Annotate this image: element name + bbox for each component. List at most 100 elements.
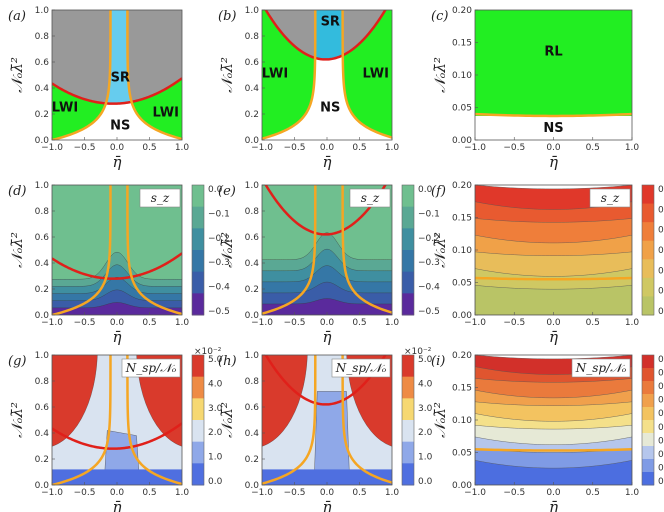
region-label-rl: RL [544,45,562,60]
panel-tag: (d) [8,184,26,199]
series-label-box [589,188,631,208]
region-label-ns: NS [543,121,563,136]
colorbar-frame [191,354,205,486]
colorbar-tick: −0.2 [208,234,230,244]
x-tick-label: −0.5 [74,318,96,328]
y-axis-label: 𝒩ₒλ̄² [431,402,449,438]
colorbar-tick: 0.06 [658,450,664,460]
y-tick-label: 0.2 [35,110,49,120]
colorbar-swatch [402,293,414,316]
colorbar-tick: 0.40 [658,205,664,215]
colorbar-swatch [642,368,654,382]
y-tick-label: 0.4 [245,429,260,439]
contour-band [52,355,98,447]
y-tick-label: 0.2 [245,110,259,120]
series-label-box [121,358,181,378]
x-tick-label: −1.0 [251,318,273,328]
plot-area [52,10,182,140]
region-label-ns: NS [110,119,130,134]
plot-area [262,10,392,140]
colorbar-tick: 0.0 [418,185,433,195]
colorbar-tick: 3.0 [208,404,223,414]
x-tick-label: −1.0 [464,488,486,498]
panel-8: N_sp/𝒩ₒ 5.0 4.0 3.0 2.0 1.0 0.0 ×10⁻² −1.0 −0.5 0.… [218,347,433,512]
x-tick-label: −1.0 [41,143,63,153]
x-tick-label: 0.5 [352,318,366,328]
colorbar-frame [641,184,655,316]
y-axis-label: 𝒩ₒλ̄² [8,232,26,268]
colorbar-swatch [402,185,414,208]
y-tick-label: 0.15 [452,214,472,224]
x-axis-label: η̄ [113,153,122,171]
sr-top [52,10,182,104]
orange-boundary-right [126,185,182,315]
x-tick-label: 0.0 [546,488,561,498]
series-label: N_sp/𝒩ₒ [335,361,387,375]
colorbar-swatch [402,228,414,251]
colorbar-tick: −0.1 [418,209,440,219]
x-tick-label: 1.0 [175,143,190,153]
x-tick-label: 0.0 [320,488,335,498]
x-tick-label: −1.0 [251,488,273,498]
x-tick-label: −0.5 [503,318,525,328]
y-tick-label: 0.00 [452,311,472,321]
colorbar-swatch [192,228,204,251]
x-tick-label: 0.5 [586,318,600,328]
y-tick-label: 0.05 [452,279,472,289]
colorbar-tick: 0.04 [658,463,664,473]
colorbar-swatch [402,398,414,421]
colorbar-swatch [192,185,204,208]
x-tick-label: −0.5 [74,488,96,498]
x-tick-label: 0.0 [320,143,335,153]
colorbar-tick: 0.16 [658,382,664,392]
y-tick-label: 0.0 [35,136,50,146]
y-tick-label: 1.0 [35,351,50,361]
region-label-ns: NS [320,100,340,115]
x-tick-label: −0.5 [284,143,306,153]
orange-boundary [475,448,632,452]
x-axis-label: η̄ [113,328,122,346]
x-tick-label: 1.0 [385,318,400,328]
panel-tag: (h) [218,354,237,369]
y-tick-label: 0.10 [452,416,472,426]
colorbar-swatch [192,206,204,229]
colorbar-swatch [642,407,654,421]
colorbar-swatch [642,381,654,395]
plot-area [262,185,392,315]
orange-boundary-right [126,10,182,140]
orange-boundary-left [262,185,317,315]
y-tick-label: 1.0 [35,181,50,191]
colorbar-tick: −0.5 [208,307,230,317]
colorbar-swatch [192,293,204,316]
y-tick-label: 0.2 [245,455,259,465]
panel-2: SR LWI LWI NS −1.0 −0.5 0.0 0.5 1.0 0.0 0.2 0.4 0.6 0… [218,6,399,171]
colorbar-tick: 1.0 [418,453,433,463]
region-label-lwi-right: LWI [363,67,389,82]
series-label: s_z [151,191,170,205]
colorbar-tick: 0.12 [658,409,664,419]
contour-band [475,285,632,315]
panel-tag: (g) [8,354,26,369]
colorbar-tick: 0.25 [658,266,664,276]
colorbar-tick: 0.0 [208,477,223,487]
x-tick-label: 0.0 [546,143,561,153]
y-tick-label: 0.0 [245,311,260,321]
y-tick-label: 0.0 [35,481,50,491]
x-axis-label: η̄ [549,328,558,346]
x-tick-label: 0.5 [142,488,156,498]
colorbar-tick: 0.10 [658,423,664,433]
y-tick-label: 0.4 [245,84,260,94]
colorbar-tick: 0.15 [658,307,664,317]
plot-area [475,185,632,315]
colorbar-swatch [642,296,654,316]
y-tick-label: 0.8 [245,377,260,387]
colorbar-tick: 0.45 [658,185,664,195]
colorbar-frame [191,184,205,316]
x-tick-label: −0.5 [284,488,306,498]
colorbar-swatch [192,463,204,486]
x-axis-label: η̄ [113,498,122,512]
region-label-lwi-left: LWI [262,67,288,82]
y-tick-label: 1.0 [35,6,50,16]
colorbar-tick: −0.3 [208,258,230,268]
panel-5: s_z 0.0 −0.1 −0.2 −0.3 −0.4 −0.5 −1.0 −0.5 0.0 0.5… [218,181,440,346]
